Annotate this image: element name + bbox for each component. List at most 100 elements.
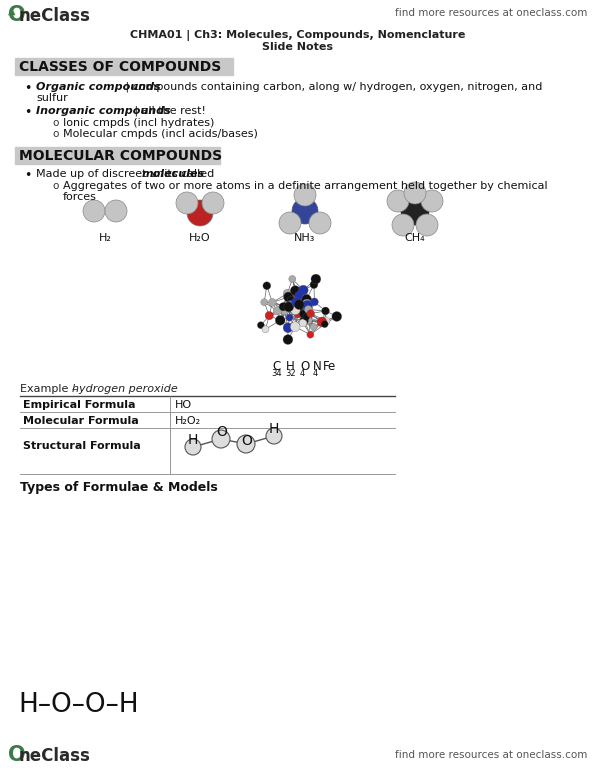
- Bar: [15, 58, 233, 75]
- Text: 34: 34: [271, 369, 281, 378]
- Circle shape: [105, 200, 127, 222]
- Circle shape: [305, 317, 312, 324]
- Circle shape: [387, 190, 409, 212]
- Circle shape: [290, 286, 300, 296]
- Circle shape: [299, 310, 307, 318]
- Circle shape: [310, 281, 318, 289]
- Circle shape: [185, 439, 201, 455]
- Circle shape: [332, 312, 342, 321]
- Circle shape: [300, 316, 308, 325]
- Text: HO: HO: [175, 400, 192, 410]
- Text: Example –: Example –: [20, 384, 81, 394]
- Text: Inorganic compounds: Inorganic compounds: [36, 106, 171, 116]
- Circle shape: [303, 308, 311, 316]
- Text: H: H: [188, 433, 198, 447]
- Text: sulfur: sulfur: [36, 93, 68, 103]
- Circle shape: [416, 214, 438, 236]
- Text: O: O: [8, 745, 26, 765]
- Text: find more resources at oneclass.com: find more resources at oneclass.com: [394, 750, 587, 760]
- Circle shape: [284, 292, 293, 302]
- Circle shape: [294, 184, 316, 206]
- Circle shape: [263, 282, 271, 290]
- Text: Ionic cmpds (incl hydrates): Ionic cmpds (incl hydrates): [63, 118, 214, 128]
- Circle shape: [307, 310, 315, 317]
- Circle shape: [279, 303, 287, 311]
- Circle shape: [283, 335, 293, 344]
- Circle shape: [237, 435, 255, 453]
- Circle shape: [202, 192, 224, 214]
- Circle shape: [284, 302, 294, 312]
- Text: H₂O: H₂O: [189, 233, 211, 243]
- Circle shape: [302, 301, 311, 310]
- Circle shape: [296, 306, 303, 314]
- Circle shape: [292, 297, 301, 307]
- Text: Molecular Formula: Molecular Formula: [23, 416, 139, 426]
- Circle shape: [83, 200, 105, 222]
- Text: 4: 4: [300, 369, 305, 378]
- Text: MOLECULAR COMPOUNDS: MOLECULAR COMPOUNDS: [19, 149, 222, 163]
- Circle shape: [187, 200, 213, 226]
- Text: ▲: ▲: [8, 6, 15, 16]
- Text: C: C: [272, 360, 280, 373]
- Circle shape: [401, 197, 429, 225]
- Text: Made up of discreet units called: Made up of discreet units called: [36, 169, 218, 179]
- Circle shape: [302, 299, 312, 309]
- Circle shape: [302, 294, 311, 304]
- Text: •: •: [24, 169, 32, 182]
- Circle shape: [285, 305, 292, 312]
- Circle shape: [294, 300, 304, 310]
- Circle shape: [286, 300, 296, 310]
- Text: neClass: neClass: [19, 747, 91, 765]
- Circle shape: [283, 290, 292, 298]
- Text: Types of Formulae & Models: Types of Formulae & Models: [20, 481, 218, 494]
- Circle shape: [292, 198, 318, 224]
- Text: H–O–O–H: H–O–O–H: [18, 692, 139, 718]
- Circle shape: [261, 299, 268, 306]
- Text: •: •: [24, 106, 32, 119]
- Text: Organic compounds: Organic compounds: [36, 82, 161, 92]
- Circle shape: [322, 317, 330, 325]
- Circle shape: [292, 289, 300, 297]
- Circle shape: [258, 322, 264, 329]
- Text: o: o: [52, 118, 58, 128]
- Circle shape: [321, 320, 328, 327]
- Circle shape: [299, 319, 307, 326]
- Text: N: N: [313, 360, 322, 373]
- Text: Fe: Fe: [323, 360, 336, 373]
- Text: CHMA01 | Ch3: Molecules, Compounds, Nomenclature: CHMA01 | Ch3: Molecules, Compounds, Nome…: [130, 30, 465, 41]
- Text: •: •: [24, 82, 32, 95]
- Circle shape: [296, 300, 304, 308]
- Circle shape: [262, 326, 269, 333]
- Circle shape: [295, 303, 303, 312]
- Circle shape: [286, 301, 295, 311]
- Circle shape: [286, 314, 293, 321]
- Circle shape: [321, 307, 330, 315]
- Text: H₂O₂: H₂O₂: [175, 416, 201, 426]
- Text: molecules: molecules: [142, 169, 205, 179]
- Circle shape: [392, 214, 414, 236]
- Text: CH₄: CH₄: [405, 233, 425, 243]
- Circle shape: [303, 313, 310, 320]
- Text: 32: 32: [285, 369, 296, 378]
- Text: | all the rest!: | all the rest!: [131, 106, 206, 116]
- Circle shape: [290, 322, 300, 332]
- Text: | compounds containing carbon, along w/ hydrogen, oxygen, nitrogen, and: | compounds containing carbon, along w/ …: [122, 82, 543, 92]
- Text: Aggregates of two or more atoms in a definite arrangement held together by chemi: Aggregates of two or more atoms in a def…: [63, 181, 547, 191]
- Circle shape: [305, 306, 312, 313]
- Text: find more resources at oneclass.com: find more resources at oneclass.com: [394, 8, 587, 18]
- Circle shape: [265, 311, 274, 320]
- Bar: [15, 147, 220, 164]
- Text: CLASSES OF COMPOUNDS: CLASSES OF COMPOUNDS: [19, 60, 221, 74]
- Text: o: o: [52, 129, 58, 139]
- Text: Slide Notes: Slide Notes: [262, 42, 333, 52]
- Text: neClass: neClass: [19, 7, 91, 25]
- Circle shape: [311, 274, 321, 284]
- Circle shape: [266, 428, 282, 444]
- Circle shape: [279, 212, 301, 234]
- Circle shape: [299, 285, 308, 295]
- Text: H: H: [269, 422, 280, 436]
- Circle shape: [287, 296, 295, 304]
- Circle shape: [290, 305, 300, 315]
- Circle shape: [295, 311, 301, 318]
- Text: Empirical Formula: Empirical Formula: [23, 400, 136, 410]
